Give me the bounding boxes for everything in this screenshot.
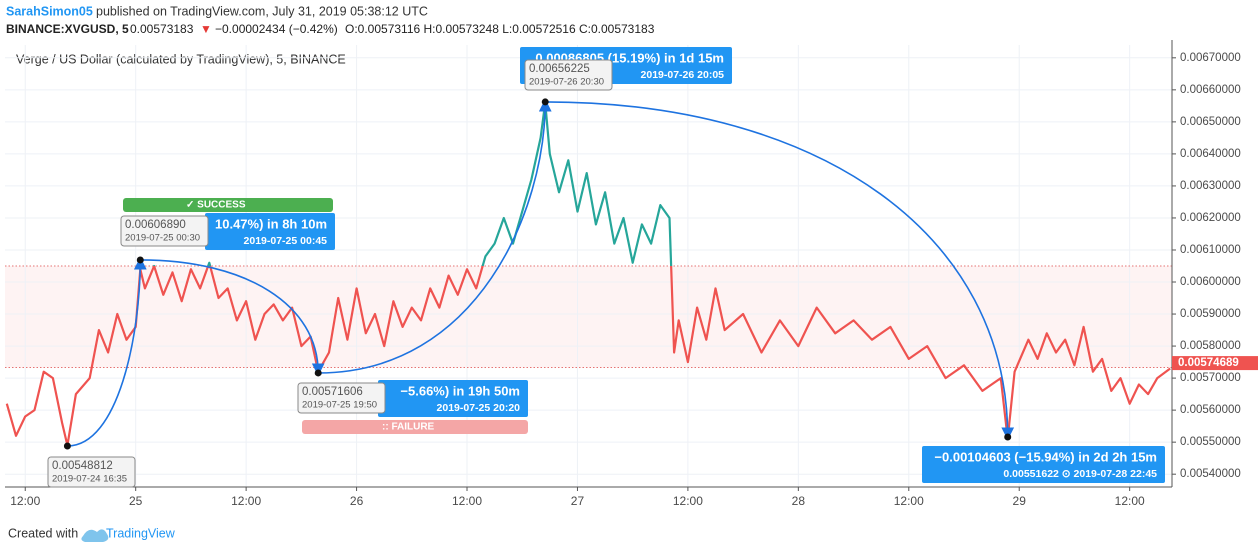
symbol: BINANCE:XVGUSD, 5	[6, 22, 129, 36]
logo	[81, 529, 109, 542]
pivot-point	[136, 256, 144, 264]
y-tick-label: 0.00550000	[1180, 436, 1241, 448]
published: published on TradingView.com, July 31, 2…	[96, 4, 428, 18]
measure-box	[378, 380, 528, 417]
y-tick-label: 0.00590000	[1180, 308, 1241, 320]
x-tick-label: 12:00	[452, 494, 482, 508]
footer-brand[interactable]: TradingView	[106, 526, 176, 540]
footer-created: Created with	[8, 526, 78, 540]
measure-text: −5.66%) in 19h 50m	[400, 383, 520, 398]
chart-title: Verge / US Dollar (calculated by Trading…	[16, 52, 346, 66]
y-tick-label: 0.00640000	[1180, 148, 1241, 160]
y-tick-label: 0.00670000	[1180, 52, 1241, 64]
measure-text: 10.47%) in 8h 10m	[215, 216, 327, 231]
x-tick-label: 12:00	[1115, 494, 1145, 508]
last-price-box	[1172, 356, 1258, 371]
x-tick-label: 28	[792, 494, 806, 508]
failure-bar	[302, 420, 528, 434]
callout-time: 2019-07-26 20:30	[529, 77, 604, 88]
x-tick-label: 12:00	[894, 494, 924, 508]
price-callout	[47, 456, 136, 488]
ohlc: O:0.00573116 H:0.00573248 L:0.00572516 C…	[345, 22, 655, 36]
down-arrow: ▼	[200, 22, 212, 36]
projection-curve	[67, 256, 147, 447]
success-bar	[123, 198, 333, 212]
pivot-point	[314, 369, 322, 377]
projection-curve	[545, 101, 1015, 441]
failure-label: :: FAILURE	[382, 422, 435, 433]
y-tick-label: 0.00540000	[1180, 468, 1241, 480]
y-tick-label: 0.00600000	[1180, 276, 1241, 288]
range-band	[5, 266, 1172, 368]
price-line	[5, 101, 1171, 447]
measure-box	[922, 446, 1165, 483]
author[interactable]: SarahSimon05	[6, 4, 93, 18]
callout-time: 2019-07-24 16:35	[52, 474, 127, 485]
y-tick-label: 0.00650000	[1180, 116, 1241, 128]
measure-date: 2019-07-26 20:05	[641, 69, 725, 81]
measure-box	[205, 213, 335, 250]
pivot-point	[541, 98, 549, 106]
projection-curve	[318, 98, 552, 374]
pivot-point	[63, 442, 71, 450]
y-tick-label: 0.00630000	[1180, 180, 1241, 192]
pivot-point	[1004, 433, 1012, 441]
y-tick-label: 0.00580000	[1180, 340, 1241, 352]
callout-price: 0.00571606	[302, 386, 363, 398]
y-tick-label: 0.00570000	[1180, 372, 1241, 384]
price-callout	[524, 59, 613, 91]
y-tick-label: 0.00620000	[1180, 212, 1241, 224]
measure-date: 0.00551622 ⊙ 2019-07-28 22:45	[1003, 468, 1157, 480]
y-tick-label: 0.00660000	[1180, 84, 1241, 96]
y-tick-label: 0.00560000	[1180, 404, 1241, 416]
x-tick-label: 12:00	[231, 494, 261, 508]
x-tick-label: 26	[350, 494, 364, 508]
measure-text: −0.00104603 (−15.94%) in 2d 2h 15m	[934, 449, 1157, 464]
change: −0.00002434 (−0.42%)	[215, 22, 338, 36]
callout-price: 0.00656225	[529, 63, 590, 75]
measure-date: 2019-07-25 20:20	[437, 402, 521, 414]
measure-date: 2019-07-25 00:45	[244, 235, 328, 247]
callout-time: 2019-07-25 00:30	[125, 233, 200, 244]
x-tick-label: 25	[129, 494, 143, 508]
callout-price: 0.00606890	[125, 219, 186, 231]
price-callout	[120, 215, 209, 247]
callout-time: 2019-07-25 19:50	[302, 400, 377, 411]
callout-price: 0.00548812	[52, 460, 113, 472]
x-tick-label: 29	[1013, 494, 1027, 508]
y-tick-label: 0.00610000	[1180, 244, 1241, 256]
x-tick-label: 27	[571, 494, 585, 508]
last-price-label: 0.00574689	[1178, 357, 1239, 369]
projection-curve	[140, 259, 325, 377]
x-tick-label: 12:00	[673, 494, 703, 508]
success-label: ✓ SUCCESS	[186, 200, 246, 211]
header-price: 0.00573183	[130, 22, 194, 36]
price-callout	[297, 382, 386, 414]
x-tick-label: 12:00	[10, 494, 40, 508]
